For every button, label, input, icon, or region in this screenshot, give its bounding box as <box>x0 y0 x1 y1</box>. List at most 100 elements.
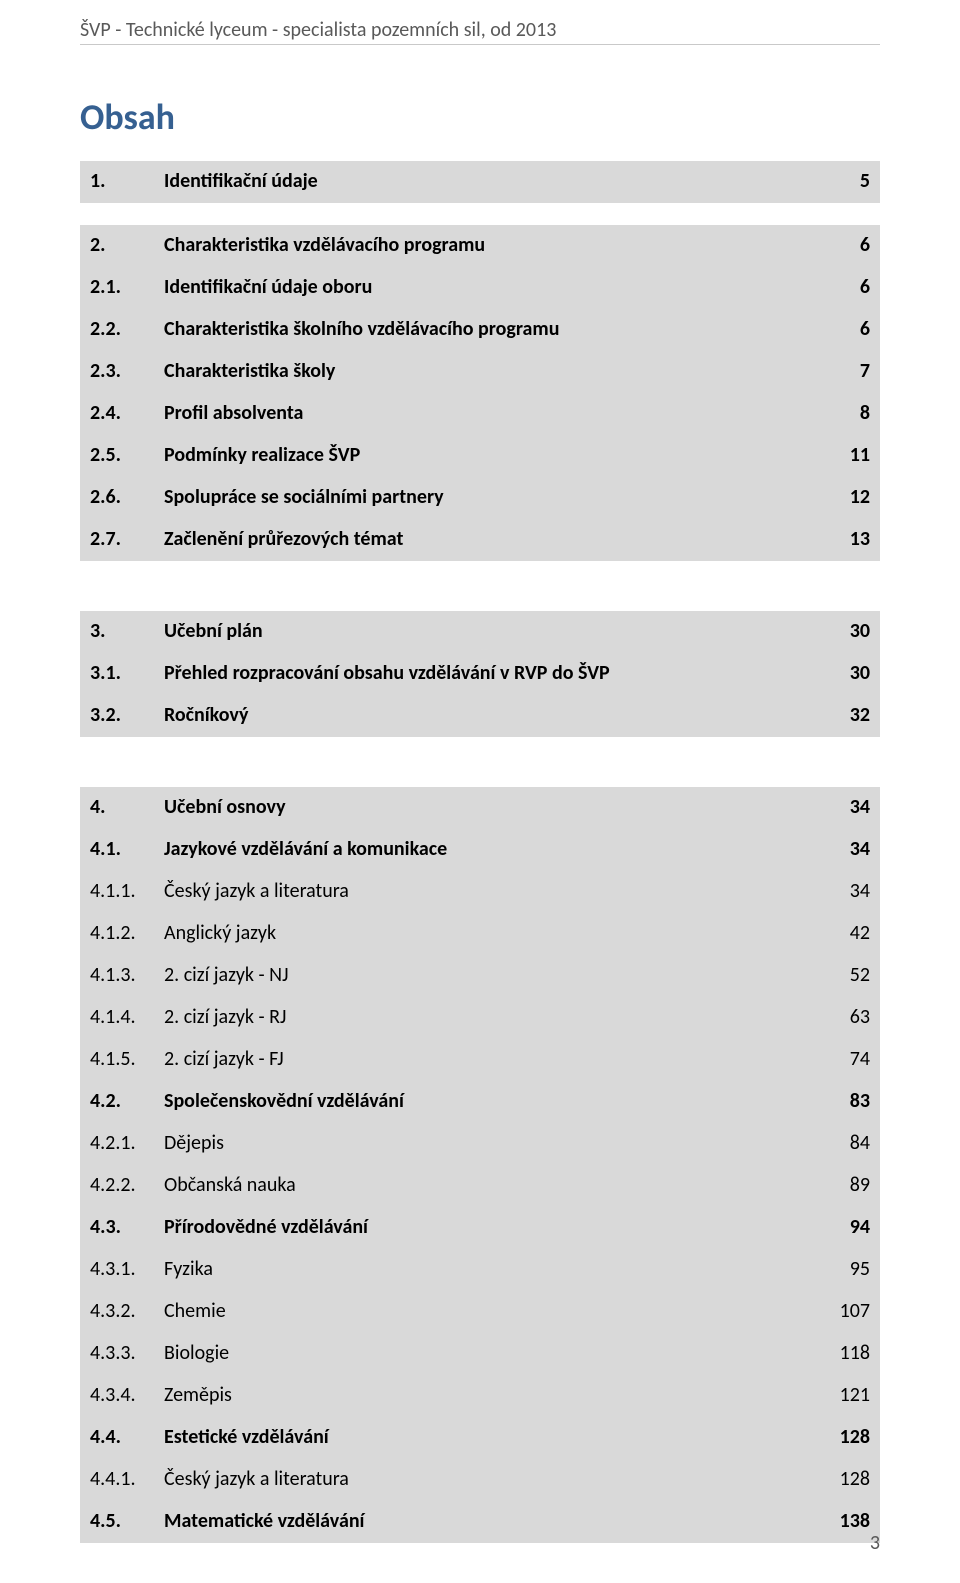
toc-page: 5 <box>826 166 870 197</box>
toc-number: 4. <box>90 792 164 823</box>
toc-number: 4.3.1. <box>90 1254 164 1285</box>
toc-number: 4.3.3. <box>90 1338 164 1369</box>
toc-number: 2.2. <box>90 314 164 345</box>
toc-title: Charakteristika školního vzdělávacího pr… <box>164 314 559 345</box>
toc-label: 4.4.Estetické vzdělávání <box>90 1422 329 1453</box>
toc-title: Identifikační údaje <box>164 166 318 197</box>
toc-number: 4.2. <box>90 1086 164 1117</box>
toc-number: 4.1.3. <box>90 960 164 991</box>
toc-label: 2.5.Podmínky realizace ŠVP <box>90 440 360 471</box>
toc-number: 1. <box>90 166 164 197</box>
toc-page: 128 <box>826 1422 870 1453</box>
toc-row: 3.Učební plán30 <box>80 611 880 653</box>
toc-row: 4.4.Estetické vzdělávání 128 <box>80 1417 880 1459</box>
toc-number: 3. <box>90 616 164 647</box>
toc-label: 4.3.Přírodovědné vzdělávání <box>90 1212 368 1243</box>
toc-title: Spolupráce se sociálními partnery <box>164 482 444 513</box>
toc-label: 2.Charakteristika vzdělávacího programu <box>90 230 485 261</box>
toc-page: 32 <box>826 700 870 731</box>
toc-title: Občanská nauka <box>164 1170 296 1201</box>
toc-label: 4.1.3.2. cizí jazyk - NJ <box>90 960 288 991</box>
toc-label: 4.4.1.Český jazyk a literatura <box>90 1464 349 1495</box>
toc-row: 4.1.2.Anglický jazyk42 <box>80 913 880 955</box>
toc-row: 4.4.1.Český jazyk a literatura128 <box>80 1459 880 1501</box>
toc-title: Přírodovědné vzdělávání <box>164 1212 368 1243</box>
toc-label: 4.2.Společenskovědní vzdělávání <box>90 1086 404 1117</box>
toc-page: 34 <box>826 792 870 823</box>
toc-page: 30 <box>826 616 870 647</box>
toc-row: 2.5.Podmínky realizace ŠVP11 <box>80 435 880 477</box>
toc-page: 138 <box>826 1506 870 1537</box>
toc-row: 3.2.Ročníkový 32 <box>80 695 880 737</box>
toc-row: 3.1.Přehled rozpracování obsahu vzdělává… <box>80 653 880 695</box>
toc-label: 4.1.4.2. cizí jazyk - RJ <box>90 1002 286 1033</box>
toc-number: 4.3.2. <box>90 1296 164 1327</box>
toc-page: 6 <box>826 314 870 345</box>
toc-row: 4.3.4.Zeměpis121 <box>80 1375 880 1417</box>
toc-number: 4.1.5. <box>90 1044 164 1075</box>
toc-title: Podmínky realizace ŠVP <box>164 440 360 471</box>
toc-page: 94 <box>826 1212 870 1243</box>
toc-number: 3.1. <box>90 658 164 689</box>
page-number: 3 <box>870 1531 880 1555</box>
toc-row: 4.1.Jazykové vzdělávání a komunikace34 <box>80 829 880 871</box>
toc-row: 2.7.Začlenění průřezových témat13 <box>80 519 880 561</box>
toc-row: 2.3.Charakteristika školy7 <box>80 351 880 393</box>
toc-number: 4.4.1. <box>90 1464 164 1495</box>
toc-row: 4.1.1.Český jazyk a literatura 34 <box>80 871 880 913</box>
toc-title: Chemie <box>164 1296 226 1327</box>
toc-gap <box>80 203 880 225</box>
toc-row: 2.1.Identifikační údaje oboru6 <box>80 267 880 309</box>
toc-title: Ročníkový <box>164 700 248 731</box>
toc-row: 4.3.2.Chemie 107 <box>80 1291 880 1333</box>
toc-row: 4.2.Společenskovědní vzdělávání 83 <box>80 1081 880 1123</box>
toc-title: Charakteristika školy <box>164 356 335 387</box>
toc-row: 4.1.3.2. cizí jazyk - NJ52 <box>80 955 880 997</box>
toc-label: 2.4.Profil absolventa <box>90 398 303 429</box>
toc-title: Český jazyk a literatura <box>164 876 349 907</box>
toc-label: 4.1.5.2. cizí jazyk - FJ <box>90 1044 284 1075</box>
toc-page: 107 <box>826 1296 870 1327</box>
toc-row: 4.Učební osnovy 34 <box>80 787 880 829</box>
toc-row: 2.Charakteristika vzdělávacího programu 6 <box>80 225 880 267</box>
toc-row: 4.5.Matematické vzdělávání 138 <box>80 1501 880 1543</box>
toc-row: 4.2.1.Dějepis 84 <box>80 1123 880 1165</box>
toc-number: 4.1.1. <box>90 876 164 907</box>
toc-title: Profil absolventa <box>164 398 303 429</box>
toc-number: 4.1. <box>90 834 164 865</box>
toc-page: 83 <box>826 1086 870 1117</box>
toc-title: Estetické vzdělávání <box>164 1422 329 1453</box>
toc-title: 2. cizí jazyk - NJ <box>164 960 288 991</box>
toc-label: 4.3.3.Biologie <box>90 1338 229 1369</box>
toc-number: 3.2. <box>90 700 164 731</box>
toc-page: 84 <box>826 1128 870 1159</box>
toc-number: 2. <box>90 230 164 261</box>
toc-number: 2.1. <box>90 272 164 303</box>
toc-number: 2.3. <box>90 356 164 387</box>
toc-label: 4.Učební osnovy <box>90 792 286 823</box>
toc-label: 4.1.1.Český jazyk a literatura <box>90 876 349 907</box>
toc-title: Matematické vzdělávání <box>164 1506 364 1537</box>
toc-page: 118 <box>826 1338 870 1369</box>
toc-row: 4.3.1.Fyzika95 <box>80 1249 880 1291</box>
toc-page: 13 <box>826 524 870 555</box>
toc-number: 4.5. <box>90 1506 164 1537</box>
toc-row: 4.1.4.2. cizí jazyk - RJ63 <box>80 997 880 1039</box>
toc-page: 6 <box>826 230 870 261</box>
page-title: Obsah <box>80 95 880 139</box>
toc-page: 34 <box>826 876 870 907</box>
toc-label: 4.2.1.Dějepis <box>90 1128 224 1159</box>
toc-title: Identifikační údaje oboru <box>164 272 372 303</box>
page: ŠVP - Technické lyceum - specialista poz… <box>0 0 960 1583</box>
toc-title: Zeměpis <box>164 1380 232 1411</box>
toc-number: 4.4. <box>90 1422 164 1453</box>
toc-number: 4.3.4. <box>90 1380 164 1411</box>
toc-number: 4.2.1. <box>90 1128 164 1159</box>
toc-title: Český jazyk a literatura <box>164 1464 349 1495</box>
toc-page: 12 <box>826 482 870 513</box>
toc-label: 4.2.2.Občanská nauka <box>90 1170 296 1201</box>
toc-number: 4.1.2. <box>90 918 164 949</box>
toc-page: 95 <box>826 1254 870 1285</box>
toc-label: 1.Identifikační údaje <box>90 166 318 197</box>
toc-title: Začlenění průřezových témat <box>164 524 403 555</box>
